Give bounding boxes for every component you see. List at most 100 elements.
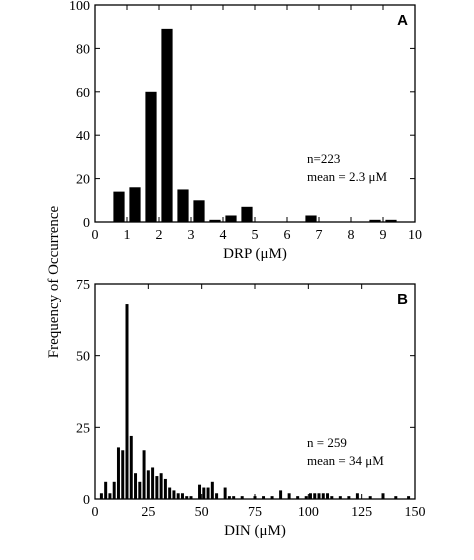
panel-b-bar bbox=[163, 478, 167, 499]
y-tick-label: 40 bbox=[76, 129, 90, 144]
x-tick-label: 50 bbox=[195, 505, 209, 520]
panel-b-bar bbox=[108, 493, 112, 499]
panel-b-xlabel: DIN (μM) bbox=[224, 523, 286, 539]
panel-b-bar bbox=[116, 447, 120, 499]
panel-b-bar bbox=[326, 493, 330, 499]
panel-a-bar bbox=[241, 206, 253, 222]
panel-b-bar bbox=[304, 496, 308, 499]
panel-b-bar bbox=[210, 481, 214, 499]
panel-a-letter: A bbox=[397, 12, 408, 29]
panel-a-bar bbox=[369, 219, 381, 222]
panel-a-bar bbox=[113, 191, 125, 222]
panel-b-bar bbox=[104, 481, 108, 499]
panel-b-bar bbox=[176, 493, 180, 499]
x-tick-label: 125 bbox=[351, 505, 372, 520]
panel-a-bar bbox=[305, 215, 317, 222]
panel-b-bars bbox=[99, 304, 411, 499]
y-tick-label: 20 bbox=[76, 173, 90, 188]
x-tick-label: 75 bbox=[248, 505, 262, 520]
panel-b-bar bbox=[407, 496, 411, 499]
panel-b-bar bbox=[121, 450, 125, 499]
y-tick-label: 0 bbox=[83, 216, 90, 231]
x-tick-label: 6 bbox=[284, 228, 291, 243]
panel-b-bar bbox=[317, 493, 321, 499]
y-tick-label: 50 bbox=[76, 350, 90, 365]
panel-b-bar bbox=[189, 496, 193, 499]
y-tick-label: 60 bbox=[76, 86, 90, 101]
panel-a-bar bbox=[385, 219, 397, 222]
panel-b-ticks: 0 25 50 75 100 125 150 0 25 50 75 bbox=[76, 278, 426, 520]
panel-b-bar bbox=[347, 496, 351, 499]
panel-b-bar bbox=[168, 487, 172, 499]
panel-b-bar bbox=[112, 481, 116, 499]
panel-b-bar bbox=[313, 493, 317, 499]
x-tick-label: 3 bbox=[188, 228, 195, 243]
panel-a-xlabel: DRP (μM) bbox=[223, 246, 287, 262]
panel-b-bar bbox=[125, 304, 129, 499]
panel-a-bar bbox=[209, 219, 221, 222]
y-tick-label: 25 bbox=[76, 421, 90, 436]
panel-b-bar bbox=[381, 493, 385, 499]
panel-b-bar bbox=[223, 487, 227, 499]
panel-a-bar bbox=[177, 189, 189, 222]
panel-a-bar bbox=[225, 215, 237, 222]
panel-b-bar bbox=[151, 467, 155, 499]
panel-b-bar bbox=[138, 481, 142, 499]
x-tick-label: 0 bbox=[92, 505, 99, 520]
panel-b-bar bbox=[321, 493, 325, 499]
panel-a-bar bbox=[145, 91, 157, 222]
panel-b-bar bbox=[215, 493, 219, 499]
panel-b-bar bbox=[134, 473, 138, 499]
panel-b-bar bbox=[180, 493, 184, 499]
x-tick-label: 1 bbox=[124, 228, 131, 243]
panel-b-bar bbox=[227, 496, 231, 499]
panel-b-bar bbox=[155, 476, 159, 499]
x-tick-label: 0 bbox=[92, 228, 99, 243]
panel-a-bars bbox=[113, 28, 397, 223]
x-tick-label: 8 bbox=[348, 228, 355, 243]
panel-b-bar bbox=[129, 435, 133, 499]
shared-ylabel: Frequency of Occurrence bbox=[46, 205, 62, 358]
y-tick-label: 80 bbox=[76, 42, 90, 57]
panel-a-frame bbox=[94, 4, 416, 223]
panel-b-bar bbox=[394, 496, 398, 499]
panel-a-bar bbox=[161, 28, 173, 223]
panel-b-bar bbox=[262, 496, 266, 499]
panel-b-bar bbox=[368, 496, 372, 499]
panel-b-bar bbox=[198, 484, 202, 499]
panel-b-bar bbox=[172, 490, 176, 499]
panel-b-bar bbox=[240, 496, 244, 499]
panel-b-bar bbox=[202, 487, 206, 499]
x-tick-label: 150 bbox=[405, 505, 426, 520]
panel-b-bar bbox=[146, 470, 150, 499]
panel-b-bar bbox=[232, 496, 236, 499]
panel-b-bar bbox=[270, 496, 274, 499]
x-tick-label: 2 bbox=[156, 228, 163, 243]
x-tick-label: 25 bbox=[141, 505, 155, 520]
panel-b-bar bbox=[159, 473, 163, 499]
y-tick-label: 0 bbox=[83, 493, 90, 508]
panel-b-bar bbox=[308, 493, 312, 499]
x-tick-label: 5 bbox=[252, 228, 259, 243]
panel-b-bar bbox=[142, 450, 146, 499]
panel-b-bar bbox=[206, 487, 210, 499]
x-tick-label: 100 bbox=[298, 505, 319, 520]
y-tick-label: 75 bbox=[76, 278, 90, 293]
x-tick-label: 9 bbox=[380, 228, 387, 243]
panel-b-chart: 0 25 50 75 100 125 150 0 25 50 75 B n = 259 mean =… bbox=[76, 278, 426, 539]
panel-a-annotation-n: n=223 bbox=[307, 151, 340, 166]
panel-b-letter: B bbox=[397, 291, 408, 308]
x-tick-label: 10 bbox=[408, 228, 422, 243]
panel-b-bar bbox=[287, 493, 291, 499]
panel-b-annotation-n: n = 259 bbox=[307, 435, 347, 450]
y-tick-label: 100 bbox=[69, 0, 90, 14]
panel-b-bar bbox=[99, 493, 103, 499]
panel-a-bar bbox=[193, 200, 205, 222]
panel-a-bar bbox=[129, 187, 141, 222]
panel-b-bar bbox=[330, 496, 334, 499]
panel-b-bar bbox=[279, 490, 283, 499]
panel-b-annotation-mean: mean = 34 μM bbox=[307, 453, 384, 468]
